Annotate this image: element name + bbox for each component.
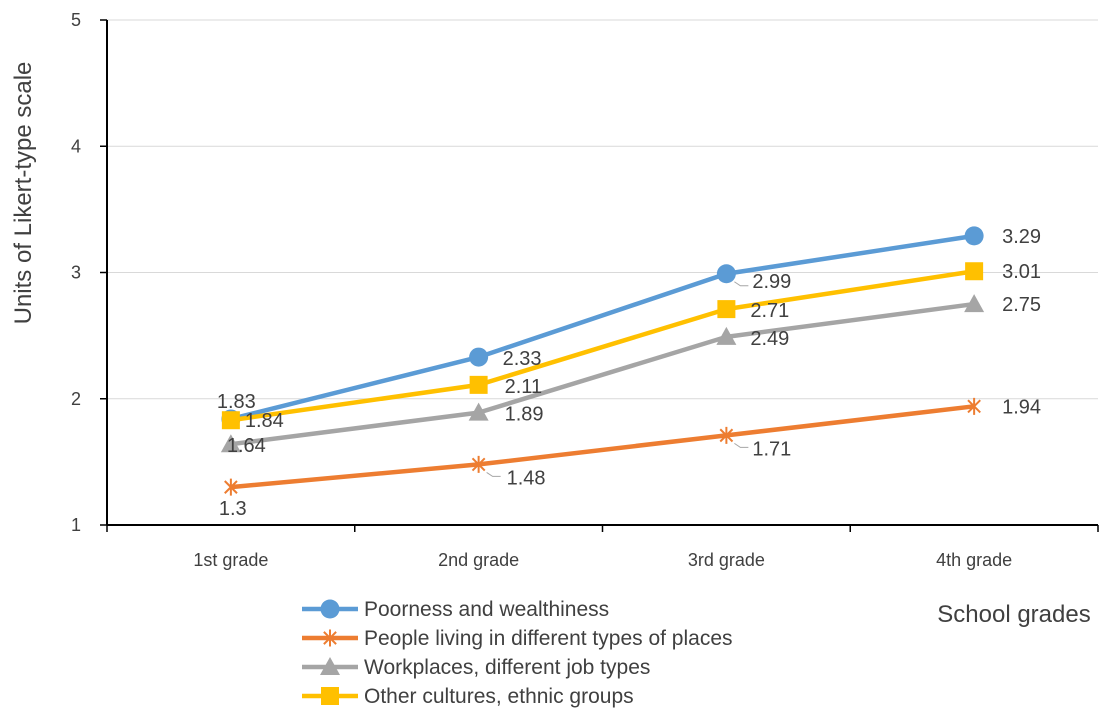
x-tick-label: 3rd grade <box>688 550 765 570</box>
leader-line <box>486 471 501 477</box>
legend-marker <box>320 657 340 675</box>
legend-marker <box>320 599 340 619</box>
leader-line <box>734 442 749 448</box>
series-line <box>230 233 975 422</box>
data-point <box>716 264 736 284</box>
legend-label: Workplaces, different job types <box>364 656 650 679</box>
data-label: 2.33 <box>503 348 542 370</box>
data-label: 2.49 <box>750 328 789 350</box>
legend: Poorness and wealthiness People living in… <box>302 598 733 708</box>
series-line <box>230 301 975 447</box>
data-point <box>220 434 241 453</box>
data-label: 3.01 <box>1002 261 1041 283</box>
data-point <box>221 411 240 430</box>
legend-marker <box>321 687 339 705</box>
x-tick-label: 2nd grade <box>438 550 519 570</box>
data-point <box>717 300 736 319</box>
y-tick-label: 4 <box>71 136 81 156</box>
series-lines <box>220 226 985 496</box>
y-axis-title: Units of Likert-type scale <box>10 62 37 325</box>
legend-marker <box>323 629 337 647</box>
data-label: 1.84 <box>245 410 284 432</box>
legend-label: Other cultures, ethnic groups <box>364 685 634 708</box>
leader-line <box>734 281 749 287</box>
data-point <box>719 426 734 444</box>
data-point <box>469 347 489 367</box>
y-tick-label: 3 <box>71 263 81 283</box>
legend-label: Poorness and wealthiness <box>364 598 609 621</box>
data-label: 3.29 <box>1002 226 1041 248</box>
data-labels: 1.84 2.33 2.99 3.29 1.3 1.48 1.71 1.94 1.64 1.89 2… <box>217 226 1041 520</box>
legend-label: People living in different types of plac… <box>364 627 733 650</box>
data-label: 1.83 <box>217 391 256 413</box>
data-point <box>471 455 486 473</box>
data-label: 1.89 <box>505 404 544 426</box>
x-axis-title: School grades <box>937 601 1090 628</box>
series-line <box>230 404 975 490</box>
data-point <box>965 262 984 281</box>
x-tick-label: 4th grade <box>936 550 1012 570</box>
y-tick-label: 1 <box>71 515 81 535</box>
data-label: 2.11 <box>505 376 542 398</box>
data-label: 2.71 <box>750 300 789 322</box>
y-tick-label: 2 <box>71 389 81 409</box>
data-label: 1.71 <box>752 438 791 460</box>
data-point <box>469 375 488 394</box>
y-tick-label: 5 <box>71 10 81 30</box>
data-point <box>967 397 981 415</box>
data-label: 1.3 <box>219 498 247 520</box>
data-point <box>468 402 489 421</box>
data-label: 2.99 <box>752 271 791 293</box>
axes: 1 2 3 4 5 1st grade 2nd grade 3rd grade 4th grad… <box>71 10 1099 570</box>
data-point <box>964 226 984 246</box>
data-label: 1.94 <box>1002 396 1041 418</box>
data-point <box>964 294 985 313</box>
data-label: 2.75 <box>1002 294 1041 316</box>
data-point <box>716 326 737 345</box>
x-tick-label: 1st grade <box>193 550 268 570</box>
gridlines <box>107 19 1098 400</box>
data-label: 1.48 <box>507 467 546 489</box>
series-line <box>230 269 975 423</box>
data-point <box>224 478 238 496</box>
data-label: 1.64 <box>227 435 266 457</box>
